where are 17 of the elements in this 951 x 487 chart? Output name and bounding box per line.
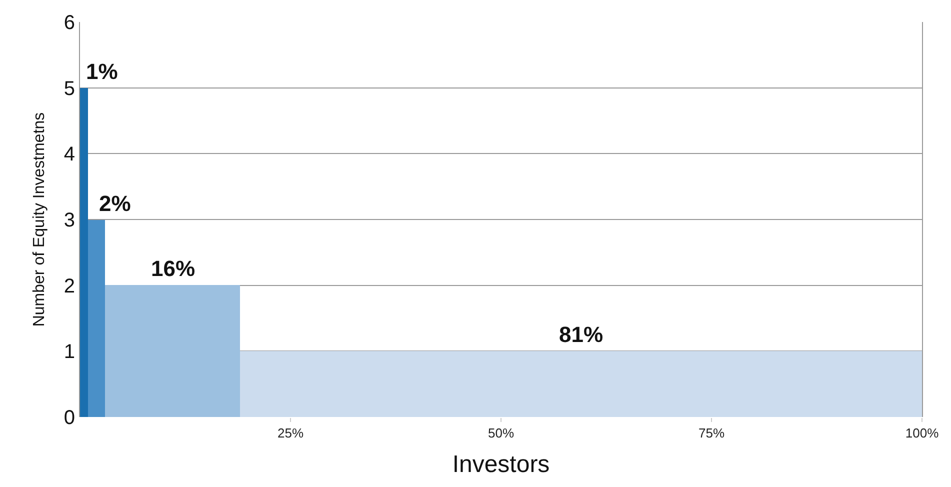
annotation: 1% [86, 59, 118, 84]
x-axis-title: Investors [452, 450, 550, 478]
x-tick-label: 25% [277, 426, 304, 441]
x-tick-label: 50% [488, 426, 514, 441]
y-tick-label: 3 [64, 210, 75, 232]
y-tick-label: 2 [64, 275, 75, 298]
x-tick-label: 75% [698, 426, 725, 441]
x-tick-label: 100% [905, 426, 940, 441]
annotation: 2% [99, 191, 131, 216]
annotation: 81% [559, 322, 604, 347]
y-tick-label: 0 [64, 407, 75, 429]
y-tick-label: 5 [64, 78, 75, 100]
y-tick-label: 1 [64, 341, 75, 364]
y-tick-label: 6 [64, 12, 75, 34]
annotation: 16% [151, 256, 196, 281]
y-axis-title: Number of Equity Investmetns [30, 112, 48, 327]
y-tick-label: 4 [64, 144, 75, 166]
